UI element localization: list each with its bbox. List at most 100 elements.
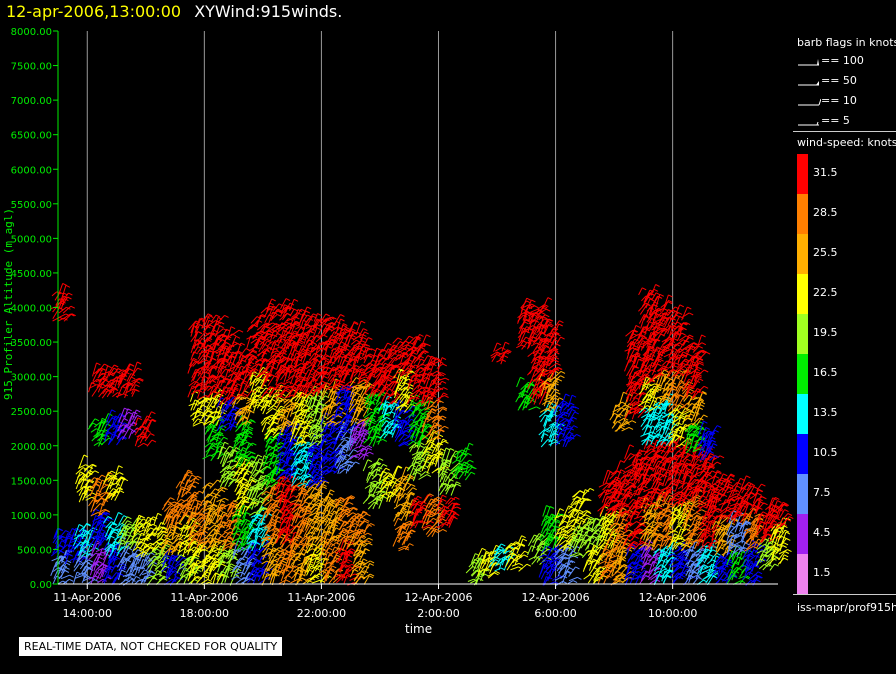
wind-barb-flag [107, 430, 112, 434]
wind-barb [156, 530, 163, 535]
wind-barb [260, 307, 267, 314]
wind-barb [107, 476, 114, 483]
wind-barb [127, 552, 134, 561]
wind-barb-flag [244, 390, 249, 394]
wind-barb [154, 563, 162, 570]
wind-barb [132, 361, 138, 375]
wind-barb [79, 531, 84, 544]
title-timestamp: 12-apr-2006,13:00:00 [6, 2, 182, 21]
wind-barb [58, 306, 67, 314]
wind-barb-flag [67, 296, 72, 300]
wind-barb [204, 442, 211, 448]
wind-barb [150, 527, 157, 535]
wind-barb [166, 570, 175, 579]
wind-barb [136, 578, 143, 582]
wind-barb [162, 548, 171, 556]
wind-barb-flag [65, 284, 71, 288]
wind-barb [106, 409, 113, 423]
wind-barb [106, 528, 114, 541]
wind-barb [80, 552, 87, 557]
wind-barb-flag [134, 540, 139, 544]
wind-barb-flag [95, 483, 100, 487]
wind-barb-flag [160, 538, 166, 542]
wind-barb [135, 515, 142, 525]
wind-barb [83, 464, 93, 471]
wind-barb [130, 367, 139, 378]
wind-barb [161, 542, 168, 549]
wind-barb [181, 572, 189, 578]
wind-barb [190, 540, 196, 548]
wind-barb [112, 487, 120, 498]
wind-barb-flag [100, 517, 106, 520]
wind-barb-flag [152, 564, 158, 567]
wind-barb-flag [119, 490, 125, 494]
wind-barb [85, 496, 93, 501]
wind-barb [107, 551, 114, 565]
wind-barb-flag [209, 324, 215, 328]
wind-barb-flag [120, 477, 126, 481]
wind-barb [97, 479, 103, 491]
wind-barb-flag [162, 577, 168, 581]
wind-barb-flag [65, 313, 71, 317]
wind-barb [57, 317, 64, 322]
wind-barb [163, 508, 170, 521]
wind-barb [58, 296, 65, 309]
wind-barb [105, 544, 112, 556]
wind-barb [129, 527, 136, 534]
wind-barb [80, 541, 86, 549]
wind-barb-flag [230, 326, 236, 330]
wind-barbs [50, 282, 794, 586]
barb-layer-8-2 [161, 497, 186, 530]
wind-barb-flag [176, 534, 181, 538]
wind-barb [167, 554, 173, 565]
wind-barb-flag [241, 449, 246, 453]
wind-barb-flag [85, 540, 90, 544]
wind-barb-flag [166, 542, 172, 546]
wind-barb-flag [175, 525, 181, 529]
wind-barb-flag [139, 541, 145, 544]
wind-barb [73, 563, 80, 572]
wind-barb-flag [317, 313, 322, 316]
wind-barb [57, 313, 67, 319]
wind-barb [139, 545, 148, 552]
wind-barb-flag [304, 431, 310, 435]
wind-barb [86, 470, 96, 479]
wind-barb [173, 541, 180, 550]
wind-barb-flag [219, 325, 224, 329]
wind-barb-flag [111, 470, 116, 474]
wind-barb-flag [108, 432, 114, 436]
wind-barb [330, 546, 336, 556]
wind-barb-flag [100, 516, 106, 519]
wind-barb [160, 540, 168, 554]
wind-barb-flag [117, 368, 123, 371]
wind-barb-flag [235, 532, 240, 536]
wind-barb-flag [129, 363, 134, 367]
wind-barb [134, 515, 140, 529]
wind-barb [51, 556, 61, 562]
wind-barb-flag [248, 428, 253, 432]
wind-barb-flag [296, 472, 301, 475]
wind-barb-flag [101, 383, 107, 387]
wind-barb [246, 549, 252, 558]
wind-barb-flag [96, 362, 101, 366]
wind-barb-flag [236, 383, 242, 387]
wind-barb-flag [193, 541, 198, 545]
wind-barb [117, 378, 123, 389]
wind-barb-flag [146, 556, 151, 560]
wind-barb [127, 415, 133, 425]
wind-barb-flag [136, 361, 142, 365]
wind-barb [109, 528, 115, 536]
wind-barb [144, 433, 151, 442]
wind-barb-flag [133, 388, 138, 392]
wind-barb [122, 381, 129, 387]
wind-barb-flag [248, 426, 254, 430]
wind-barb-flag [113, 364, 119, 368]
wind-barb [131, 517, 139, 527]
wind-barb [90, 561, 100, 569]
wind-barb-flag [280, 436, 285, 440]
wind-barb [55, 540, 63, 554]
wind-barb-flag [137, 367, 142, 371]
wind-barb-flag [284, 483, 289, 487]
wind-barb [115, 477, 122, 489]
wind-barb [154, 526, 161, 530]
